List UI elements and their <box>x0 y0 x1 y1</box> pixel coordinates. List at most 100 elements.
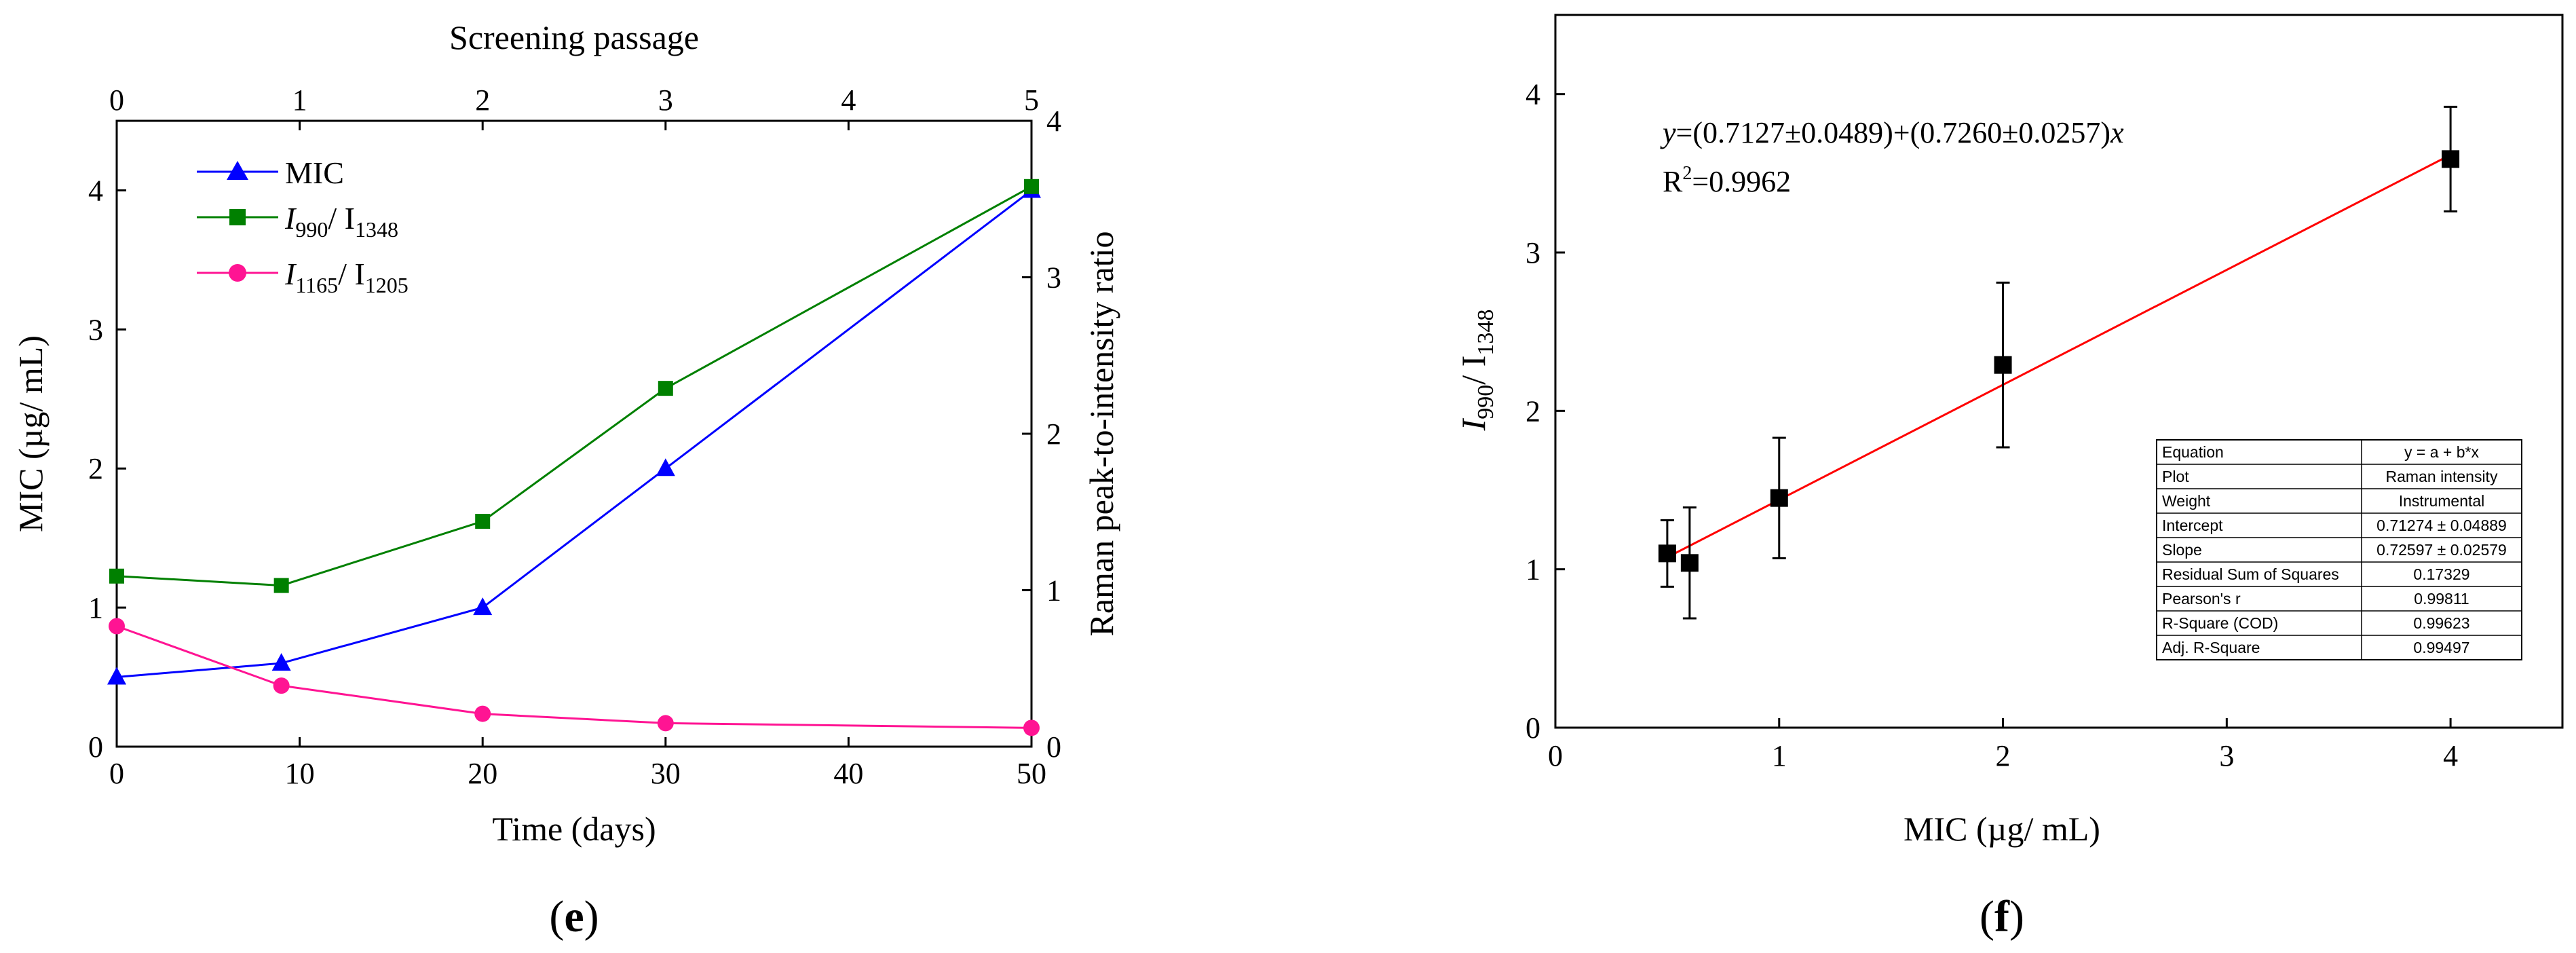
f-stats-table-value: Instrumental <box>2399 492 2485 510</box>
e-x2-tick-label: 5 <box>1024 83 1039 117</box>
f-ticks: 0 1 2 3 4 0 1 2 3 4 <box>1526 78 2458 772</box>
e-y-tick-label: 0 <box>88 730 103 764</box>
f-x-tick-label: 0 <box>1548 739 1563 772</box>
f-x-tick-label: 3 <box>2219 739 2234 772</box>
f-y-tick-label: 3 <box>1526 236 1540 269</box>
e-x2-tick-label: 3 <box>658 83 673 117</box>
f-stats-table-key: Intercept <box>2162 517 2223 534</box>
e-x2-tick-label: 0 <box>109 83 124 117</box>
f-stats-table-border <box>2156 439 2522 660</box>
f-data-point <box>1770 489 1788 507</box>
e-x-tick-label: 0 <box>109 757 124 790</box>
e-legend-marker-i1165 <box>229 264 246 282</box>
e-legend-label-mic: MIC <box>285 155 344 190</box>
e-x2-tick-label: 2 <box>475 83 490 117</box>
e-y-axis-title: MIC (µg/ mL) <box>12 335 50 532</box>
f-r-squared: R2=0.9962 <box>1663 163 1791 198</box>
f-fit-line <box>1667 153 2451 559</box>
e-x-tick-label: 20 <box>468 757 497 790</box>
f-points <box>1658 105 2460 620</box>
e-legend: MIC I990/ I1348 I1165/ I1205 <box>197 155 409 297</box>
e-y2-tick-label: 0 <box>1046 730 1061 764</box>
e-x-tick-label: 30 <box>651 757 681 790</box>
f-stats-table-key: Equation <box>2162 443 2224 461</box>
e-x2-axis-title: Screening passage <box>449 18 699 56</box>
e-legend-label-i1165: I1165/ I1205 <box>284 257 409 297</box>
f-x-axis-title: MIC (µg/ mL) <box>1903 810 2100 848</box>
f-stats-table-key: Plot <box>2162 468 2189 485</box>
e-point-i1165 <box>474 705 491 722</box>
f-x-tick-label: 4 <box>2443 739 2458 772</box>
e-legend-item-mic: MIC <box>197 155 344 190</box>
e-point-i1165 <box>109 618 125 635</box>
f-panel-label: (f) <box>1980 892 2024 941</box>
e-x2-tick-label: 1 <box>292 83 307 117</box>
e-x2-tick-label: 4 <box>841 83 856 117</box>
e-series <box>107 179 1041 736</box>
e-y-tick-label: 3 <box>88 313 103 346</box>
e-point-i990 <box>109 568 124 584</box>
f-y-tick-label: 1 <box>1526 553 1540 586</box>
f-stats-table-value: 0.99623 <box>2413 614 2469 632</box>
e-y2-tick-label: 3 <box>1046 261 1061 295</box>
f-y-tick-label: 0 <box>1526 711 1540 745</box>
f-plot-frame <box>1554 14 2564 729</box>
e-x-tick-label: 10 <box>285 757 315 790</box>
e-y-tick-label: 1 <box>88 591 103 624</box>
e-x-tick-label: 50 <box>1017 757 1046 790</box>
f-x-tick-label: 2 <box>1996 739 2011 772</box>
e-panel-label: (e) <box>549 892 599 941</box>
e-y2-tick-label: 4 <box>1046 105 1061 138</box>
e-legend-label-i990: I990/ I1348 <box>284 201 398 242</box>
f-stats-table-value: y = a + b*x <box>2404 443 2479 461</box>
e-legend-marker-i990 <box>229 209 246 225</box>
e-y-tick-label: 2 <box>88 452 103 485</box>
e-point-i1165 <box>657 715 674 732</box>
e-y2-axis-title: Raman peak-to-intensity ratio <box>1082 231 1120 636</box>
e-y2-tick-label: 1 <box>1046 574 1061 608</box>
f-y-axis-title: I990/ I1348 <box>1454 310 1498 432</box>
f-fit <box>1667 153 2451 559</box>
f-stats-table-value: 0.72597 ± 0.02579 <box>2376 541 2507 559</box>
f-equation: y=(0.7127±0.0489)+(0.7260±0.0257)x <box>1660 116 2124 149</box>
e-point-mic <box>656 458 675 476</box>
e-legend-item-i990-i1348: I990/ I1348 <box>197 201 398 242</box>
f-x-tick-label: 1 <box>1772 739 1787 772</box>
e-x-tick-label: 40 <box>833 757 863 790</box>
f-stats-table-value: 0.71274 ± 0.04889 <box>2376 517 2507 534</box>
f-data-point <box>1994 356 2012 374</box>
f-stats-table-key: Weight <box>2162 492 2211 510</box>
f-data-point <box>1658 544 1676 563</box>
e-x-axis-title: Time (days) <box>492 810 656 848</box>
f-stats-table-value: 0.17329 <box>2413 565 2469 583</box>
f-data-point <box>1680 554 1699 572</box>
e-point-i1165 <box>1023 720 1040 736</box>
f-stats-table-key: Residual Sum of Squares <box>2162 565 2339 583</box>
e-y-tick-label: 4 <box>88 174 103 207</box>
f-stats-table-key: R-Square (COD) <box>2162 614 2278 632</box>
e-point-i990 <box>273 578 289 593</box>
e-series-line-2 <box>116 625 1032 729</box>
f-y-tick-label: 2 <box>1526 394 1540 428</box>
e-point-i990 <box>475 514 491 529</box>
e-legend-marker-mic <box>227 161 248 180</box>
e-point-i1165 <box>273 677 290 694</box>
f-stats-table-key: Adj. R-Square <box>2162 639 2260 656</box>
e-y2-tick-label: 2 <box>1046 417 1061 451</box>
f-stats-table-value: 0.99811 <box>2414 590 2469 608</box>
e-point-mic <box>473 597 493 616</box>
e-plot-frame <box>115 119 1033 748</box>
f-data-point <box>2442 150 2460 168</box>
e-point-mic <box>271 653 291 671</box>
e-point-i990 <box>658 381 673 396</box>
f-y-tick-label: 4 <box>1526 78 1540 111</box>
chart-f: 0 1 2 3 4 0 1 2 3 4 y=(0.7127±0.0489)+(0.7260±0.0… <box>1454 14 2564 941</box>
f-stats-table-value: 0.99497 <box>2413 639 2469 656</box>
f-stats-table: Equation y = a + b*x Plot Raman intensity We… <box>2156 439 2522 660</box>
f-stats-table-key: Slope <box>2162 541 2202 559</box>
e-series-line-1 <box>116 185 1032 587</box>
e-legend-item-i1165-i1205: I1165/ I1205 <box>197 257 409 297</box>
